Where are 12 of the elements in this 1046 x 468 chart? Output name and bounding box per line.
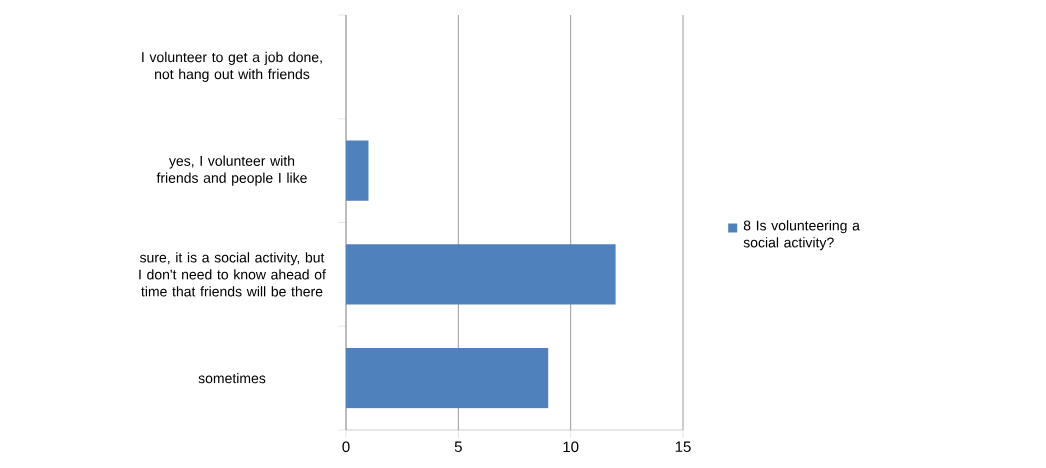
- y-tick-label: yes, I volunteer with friends and people I like: [156, 155, 307, 186]
- bar: [346, 140, 369, 201]
- x-tick-label: 15: [675, 441, 691, 452]
- bar: [346, 348, 549, 409]
- y-tick-label: I volunteer to get a job done, not hang out with friends: [142, 51, 322, 82]
- x-tick-label: 0: [342, 441, 350, 453]
- legend-label: 8 Is volunteering a social activity?: [743, 220, 860, 251]
- y-tick-label: sure, it is a social activity, but I don't need to know ahead of time that friends will be there: [139, 252, 326, 297]
- x-tick-label: 10: [563, 441, 579, 453]
- x-tick-label: 5: [454, 441, 462, 452]
- y-tick-label: sometimes: [198, 372, 266, 384]
- bar: [346, 244, 616, 305]
